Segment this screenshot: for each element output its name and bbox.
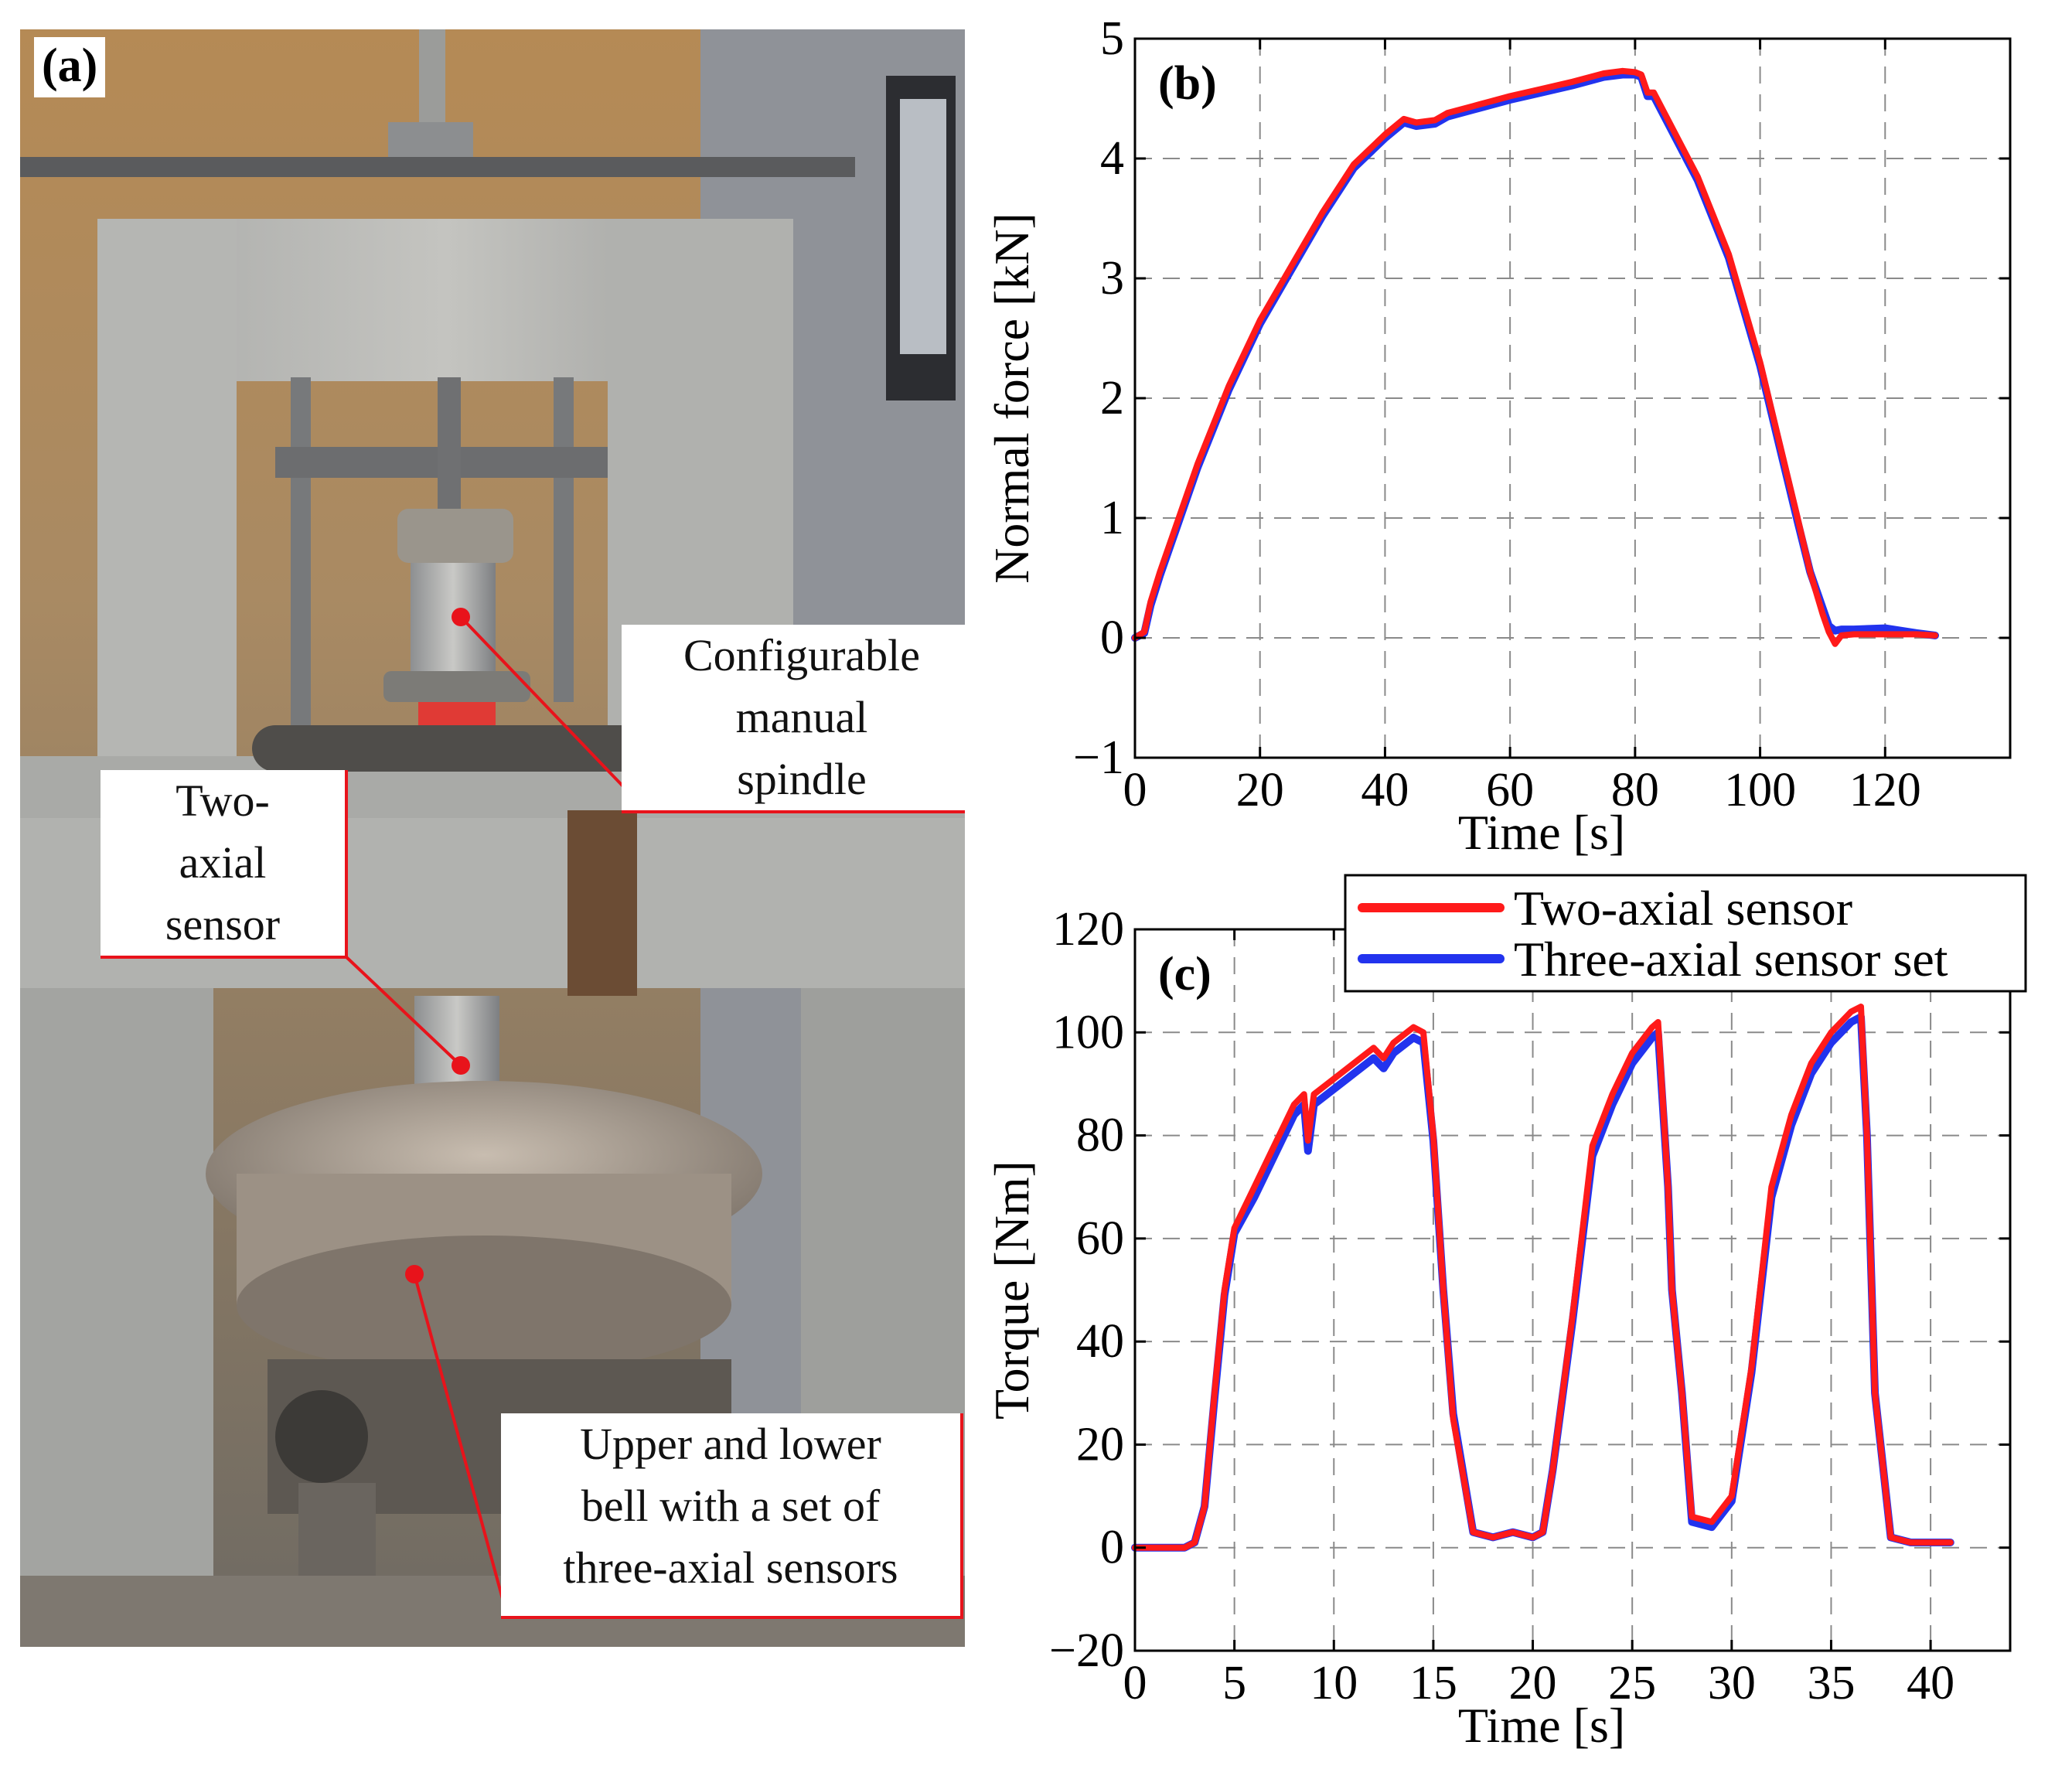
y-tick-label: 3	[1100, 252, 1124, 305]
y-axis-label: Normal force [kN]	[984, 213, 1039, 584]
top-bar	[20, 157, 855, 177]
y-tick-label: 4	[1100, 132, 1124, 185]
x-axis-label: Time [s]	[1458, 1698, 1625, 1753]
x-tick-label: 0	[1123, 764, 1147, 816]
bell-callout-line	[413, 1273, 509, 1617]
y-tick-label: 2	[1100, 372, 1124, 424]
panel-label-a: (a)	[34, 37, 106, 97]
x-tick-label: 20	[1236, 764, 1284, 816]
y-tick-label: 1	[1100, 492, 1124, 544]
y-tick-label: 60	[1076, 1212, 1124, 1265]
x-tick-label: 80	[1611, 764, 1659, 816]
x-tick-label: 100	[1724, 764, 1796, 816]
x-tick-label: 0	[1123, 1657, 1147, 1709]
x-axis-label: Time [s]	[1458, 805, 1625, 860]
test-rig-illustration	[20, 29, 965, 1647]
y-tick-label: −20	[1049, 1624, 1124, 1677]
x-tick-label: 35	[1807, 1657, 1855, 1709]
photo-panel: (a) Configurable manual spindle Two- axi…	[20, 29, 965, 1647]
callout-bell: Upper and lower bell with a set of three…	[501, 1413, 963, 1619]
x-tick-label: 10	[1310, 1657, 1358, 1709]
y-tick-label: 40	[1076, 1315, 1124, 1368]
y-tick-label: 120	[1052, 903, 1124, 956]
x-tick-label: 40	[1907, 1657, 1954, 1709]
plot-area	[1135, 39, 2010, 758]
legend-label: Two-axial sensor	[1514, 881, 1852, 936]
legend-label: Three-axial sensor set	[1514, 932, 1948, 987]
y-tick-label: 80	[1076, 1109, 1124, 1162]
callout-sensor: Two- axial sensor	[101, 770, 348, 959]
y-tick-label: 0	[1100, 612, 1124, 664]
x-tick-label: 15	[1409, 1657, 1457, 1709]
y-axis-label: Torque [Nm]	[984, 1161, 1039, 1420]
panel-label: (b)	[1158, 57, 1217, 110]
sensor-callout-line	[343, 954, 462, 1067]
sensor-marker	[452, 1056, 470, 1075]
x-tick-label: 25	[1608, 1657, 1656, 1709]
x-tick-label: 60	[1486, 764, 1534, 816]
spindle-callout-line	[459, 615, 640, 804]
x-tick-label: 120	[1849, 764, 1921, 816]
x-tick-label: 30	[1708, 1657, 1756, 1709]
y-tick-label: 5	[1100, 12, 1124, 65]
x-tick-label: 40	[1361, 764, 1409, 816]
series-line-two-axial	[1132, 67, 1938, 647]
y-tick-label: 100	[1052, 1006, 1124, 1058]
legend-box	[1344, 874, 2027, 993]
panel-label: (c)	[1158, 948, 1212, 1000]
series-line-two-axial	[1132, 1004, 1954, 1551]
x-tick-label: 20	[1509, 1657, 1557, 1709]
callout-spindle: Configurable manual spindle	[622, 625, 965, 813]
spindle-marker	[452, 608, 470, 626]
y-tick-label: 0	[1100, 1522, 1124, 1574]
x-tick-label: 5	[1222, 1657, 1246, 1709]
bell-marker	[405, 1265, 424, 1283]
y-tick-label: −1	[1073, 731, 1124, 784]
y-tick-label: 20	[1076, 1418, 1124, 1471]
